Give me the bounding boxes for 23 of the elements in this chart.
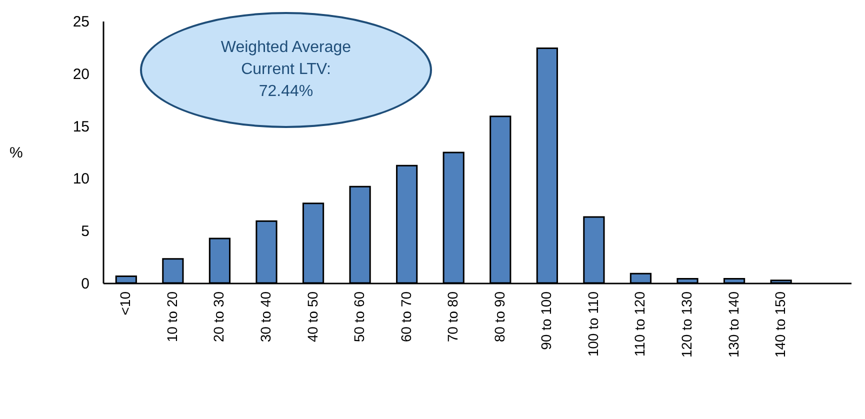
x-tick-label: 60 to 70 xyxy=(398,291,414,342)
x-tick-label: 70 to 80 xyxy=(444,291,461,342)
x-tick-label: 80 to 90 xyxy=(491,291,508,342)
y-tick-label: 0 xyxy=(81,276,90,292)
x-tick-label: 110 to 120 xyxy=(632,291,648,357)
y-axis-title: % xyxy=(9,144,23,162)
x-tick-label: 20 to 30 xyxy=(210,291,227,342)
y-tick-label: 5 xyxy=(81,223,90,240)
x-tick-label: 30 to 40 xyxy=(257,291,274,342)
y-tick-label: 20 xyxy=(72,66,90,83)
x-tick-label: 40 to 50 xyxy=(304,291,320,342)
x-tick-label: 50 to 60 xyxy=(351,291,368,342)
y-tick-label: 25 xyxy=(72,14,90,30)
x-tick-label: 100 to 110 xyxy=(584,291,601,357)
x-tick-label: 130 to 140 xyxy=(725,291,742,358)
x-tick-label: 90 to 100 xyxy=(538,291,554,350)
x-tick-label: <10 xyxy=(117,291,134,316)
x-tick-label: 120 to 130 xyxy=(678,291,695,358)
x-tick-label: 10 to 20 xyxy=(164,291,180,342)
annotation: Weighted Average Current LTV: 72.44% xyxy=(220,38,352,102)
y-tick-label: 15 xyxy=(72,118,90,136)
y-tick-label: 10 xyxy=(72,170,90,188)
x-tick-label: 140 to 150 xyxy=(772,291,788,358)
